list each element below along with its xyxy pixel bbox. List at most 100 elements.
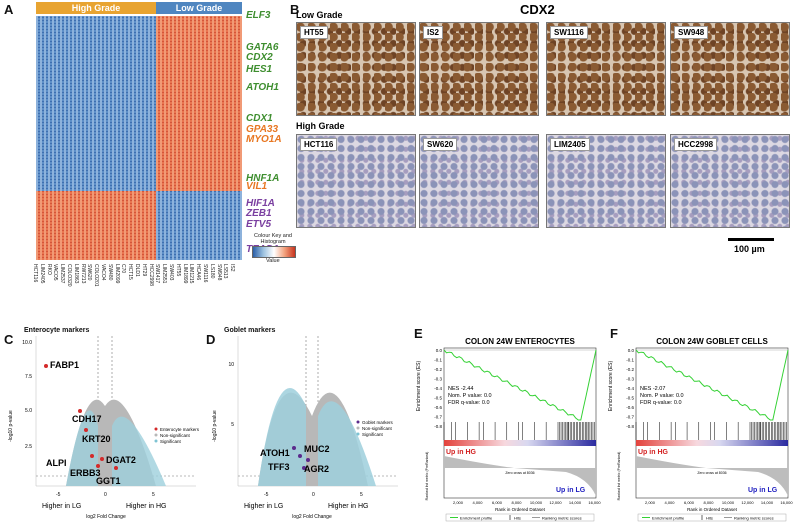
cell-line-label: SW1116 [202,264,208,283]
marker-label-atoh1: ATOH1 [260,448,290,458]
gsea-xtick: 8,000 [703,500,714,505]
micrograph-label: SW620 [423,138,458,151]
gsea-xtick: 10,000 [722,500,735,505]
legend-c-markers: Enterocyte markers [160,427,200,432]
gsea-legend-item: Hits [514,516,521,521]
cell-line-label: LIM2099 [113,264,120,284]
gene-label-elf3: ELF3 [246,10,271,21]
micrograph-label: HCT116 [300,138,338,151]
volcano-enterocyte: -log10 p-value 10.0 7.5 5.0 2.5 FABP1 CD… [8,336,200,520]
gsea-ytick: -0.8 [434,424,442,429]
panel-e-letter: E [414,326,423,341]
gene-label-cdx1: CDX1 [246,113,273,124]
micrograph-label: SW948 [674,26,709,39]
volcano-c-ytick: 10.0 [22,340,32,346]
gsea-legend-item: Enrichment profile [652,516,685,521]
legend-d-sig: Significant [362,432,384,437]
gsea-enterocytes: COLON 24W ENTEROCYTES Enrichment score (E… [416,337,601,522]
panel-b-letter: B [290,2,300,17]
panel-b-title: CDX2 [520,2,555,17]
gsea-metric-label: Ranked list metric (PreRanked) [425,452,429,501]
cell-line-label: COLO320 [66,264,72,287]
gene-label-hnf1a: HNF1A [246,173,280,184]
volcano-c-xtick: 0 [104,492,107,498]
gsea-xtick: 8,000 [511,500,522,505]
low-grade-title: Low Grade [296,10,343,20]
marker-label-tff3: TFF3 [268,462,290,472]
marker-label-dgat2: DGAT2 [106,455,136,465]
gsea-ytick: -0.6 [434,405,442,410]
gsea-legend-item: Ranking metric scores [734,516,774,521]
cell-line-label: LIM2405 [38,264,45,284]
gene-label-vil1: VIL1 [246,181,268,192]
gsea-ytick: -0.2 [626,367,634,372]
gsea-ytick: -0.7 [434,415,442,420]
gsea-xtick: 2,000 [453,500,464,505]
gsea-stat: NES -2.44 [448,386,473,392]
panel-d-title: Goblet markers [224,327,276,334]
cell-line-label: RKO [45,264,52,275]
volcano-d-xlabel: log2 Fold Change [292,514,332,520]
gsea-ytick: -0.1 [434,358,442,363]
cell-line-label: HT55 [174,264,181,277]
cell-line-label: HCT116 [32,264,38,283]
gsea-ytick: -0.3 [626,377,634,382]
cell-line-label: COLO201 [93,264,100,287]
volcano-c-left-label: Higher in LG [42,503,81,510]
gsea-stat: NES -2.07 [640,386,665,392]
gsea-legend-item: Enrichment profile [460,516,493,521]
gsea-stat: Nom. P value: 0.0 [448,393,492,399]
cell-line-label: C70 [120,264,127,274]
cell-line-label: LIM2551 [161,264,168,284]
gene-label-hes1: HES1 [246,64,273,75]
gsea-ylabel: Enrichment score (ES) [608,361,614,412]
volcano-d-xtick: -5 [264,492,269,498]
marker-label-fabp1: FABP1 [50,360,79,370]
panel-c-letter: C [4,332,14,347]
gsea-stat: FDR q-value: 0.0 [640,400,682,406]
gsea-ytick: 0.0 [436,348,443,353]
colour-key-gradient [252,246,296,258]
gene-label-gata6: GATA6 [246,42,279,53]
cell-line-label: LIM1863 [72,264,79,284]
cell-line-label: SW1417 [154,264,161,284]
heatmap-block-lg-top [156,16,242,191]
gsea-metric-area [444,456,596,496]
volcano-d-ylabel: -log10 p-value [212,410,218,442]
heatmap-block-lg-bottom [156,191,242,260]
marker-label-cdh17: CDH17 [72,414,102,424]
volcano-d-xtick: 0 [312,492,315,498]
gsea-up-hg: Up in HG [446,449,476,456]
volcano-goblet: -log10 p-value 10 5 ATOH1 MUC2 TFF3 AGR2… [212,336,398,520]
gsea-xtick: 10,000 [530,500,543,505]
legend-c-sig: Significant [160,439,182,444]
heatmap [36,16,242,260]
cell-line-label: HT29 [140,264,147,277]
gsea-ytick: -0.7 [626,415,634,420]
gsea-xtick: 12,000 [549,500,562,505]
colour-key-value-label: Value [266,258,280,264]
gsea-zero-cross: Zero cross at 8036 [697,471,726,475]
volcano-d-ytick: 10 [228,362,234,368]
marker-label-krt20: KRT20 [82,434,111,444]
gsea-metric-label: Ranked list metric (PreRanked) [617,452,621,501]
cell-line-label: VACO4 [100,264,106,281]
micrograph-label: HT55 [300,26,328,39]
gsea-up-hg: Up in HG [638,449,668,456]
micrograph-label: IS2 [423,26,444,39]
gsea-rank-bar [636,440,788,446]
gsea-goblet: COLON 24W GOBLET CELLS Enrichment score (… [608,337,793,522]
gsea-ytick: -0.2 [434,367,442,372]
panel-d-letter: D [206,332,216,347]
gsea-ytick: -0.5 [626,396,634,401]
cell-line-label: LIM1215 [188,264,195,284]
gsea-xtick: 16,000 [780,500,793,505]
marker-label-muc2: MUC2 [304,444,330,454]
gsea-xlabel: Rank in Ordered Dataset [495,507,546,512]
high-grade-group-label: High Grade [71,3,121,13]
cell-line-label: IS2 [229,264,236,272]
gsea-ytick: -0.6 [626,405,634,410]
gsea-xtick: 14,000 [569,500,582,505]
cell-line-label: LIM1899 [181,264,188,284]
gsea-ytick: -0.4 [626,386,634,391]
